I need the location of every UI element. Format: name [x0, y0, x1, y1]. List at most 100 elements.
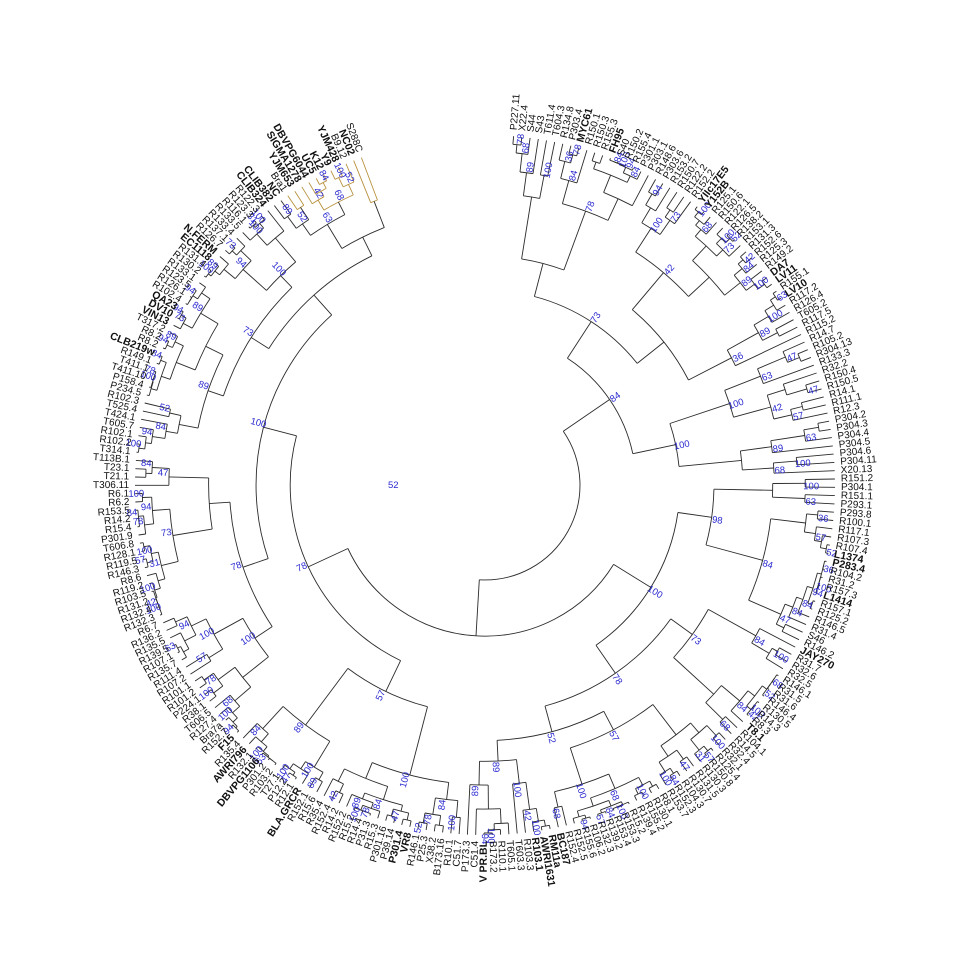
tree-branch [726, 235, 734, 242]
tree-branch [735, 334, 802, 367]
bootstrap-value: 100 [573, 782, 588, 800]
tree-branch [199, 682, 207, 689]
tree-branch [635, 228, 652, 253]
tree-branch [645, 204, 656, 212]
tree-branch [739, 450, 743, 470]
tree-branch [800, 402, 804, 411]
tree-branch [156, 362, 160, 365]
tree-branch [209, 695, 217, 702]
tree-branch [157, 552, 166, 579]
tree-branch [593, 168, 628, 183]
tree-branch [648, 788, 652, 794]
tree-branch [160, 359, 167, 363]
leaf-labels: P227.11X22.4S44S43T611.4T604.3R134.8P303… [93, 93, 878, 888]
tree-branch [608, 773, 616, 789]
tree-branch [138, 435, 147, 438]
tree-branch [235, 726, 238, 729]
tree-branch [230, 243, 236, 249]
tree-branch [554, 791, 559, 808]
tree-branch [519, 171, 534, 175]
tree-branch [560, 177, 578, 184]
tree-branch [337, 167, 343, 177]
tree-branch [805, 494, 835, 497]
tree-branch [692, 260, 725, 296]
tree-branch [716, 243, 730, 257]
bootstrap-value: 52 [412, 822, 425, 834]
tree-branch [257, 746, 270, 757]
leaf-label: P304.4 [837, 427, 870, 442]
tree-branch [745, 264, 757, 274]
tree-branch [772, 462, 775, 474]
tree-branch [475, 579, 480, 636]
tree-branch [173, 324, 181, 330]
tree-branch [157, 578, 166, 582]
bootstrap-value: 73 [589, 310, 604, 325]
bootstrap-value: 78 [359, 806, 373, 820]
tree-branch [690, 722, 700, 733]
tree-branch [641, 207, 651, 223]
tree-branch [772, 290, 777, 294]
leaf-label: R12.3 [832, 401, 861, 417]
tree-branch [705, 685, 722, 703]
tree-branch [178, 311, 184, 320]
tree-branch [326, 224, 343, 249]
tree-branch [209, 501, 231, 505]
tree-branch [259, 223, 264, 229]
tree-branch [232, 705, 241, 714]
tree-branch [664, 209, 671, 218]
tree-branch [800, 356, 812, 362]
tree-branch [716, 249, 724, 257]
bootstrap-value: 63 [163, 640, 177, 655]
tree-branch [225, 249, 230, 255]
tree-branch [784, 603, 793, 608]
tree-branch [217, 666, 236, 681]
bootstrap-value: 94 [141, 502, 152, 514]
tree-branch [740, 256, 747, 264]
bootstrap-value: 78 [295, 560, 309, 574]
tree-branch [214, 262, 219, 267]
bootstrap-value: 52 [158, 402, 171, 415]
leaf-label: X38.2 [424, 836, 439, 864]
tree-branch [166, 625, 178, 631]
tree-branch [219, 256, 229, 265]
tree-branch [149, 582, 153, 585]
tree-branch [248, 736, 257, 745]
tree-branch [153, 370, 157, 373]
tree-branch [256, 723, 269, 735]
tree-branch [452, 816, 461, 818]
tree-branch [199, 282, 206, 288]
bootstrap-value: 84 [608, 390, 623, 405]
bootstrap-value: 84 [629, 165, 643, 179]
tree-branch [197, 286, 206, 300]
tree-branch [496, 740, 499, 762]
bootstrap-value: 57 [815, 532, 827, 544]
tree-branch [748, 518, 772, 601]
tree-branch [323, 174, 328, 181]
tree-branch [189, 290, 197, 302]
tree-branch [669, 775, 674, 781]
tree-branch [797, 611, 810, 618]
tree-branch [576, 810, 580, 817]
bootstrap-value: 31 [148, 557, 161, 570]
leaf-label: X22.4 [517, 104, 531, 132]
tree-branch [733, 274, 747, 291]
bootstrap-value: 100 [803, 481, 819, 492]
bootstrap-value: 84 [126, 507, 138, 519]
tree-branch [690, 739, 700, 751]
tree-branch [805, 478, 835, 480]
tree-branch [694, 753, 701, 762]
tree-branch [762, 683, 772, 696]
bootstrap-value: 84 [248, 723, 263, 738]
tree-branch [753, 316, 769, 326]
tree-branch [523, 195, 540, 199]
tree-branch [807, 585, 814, 589]
bootstrap-value: 52 [294, 210, 309, 225]
tree-branch [152, 436, 165, 439]
tree-branch [716, 233, 727, 244]
tree-branch [301, 186, 313, 204]
tree-branch [603, 191, 633, 207]
bootstrap-value: 94 [233, 255, 248, 270]
bootstrap-value: 94 [479, 834, 490, 845]
bootstrap-value: 36 [822, 564, 835, 577]
tree-branch [240, 250, 252, 262]
